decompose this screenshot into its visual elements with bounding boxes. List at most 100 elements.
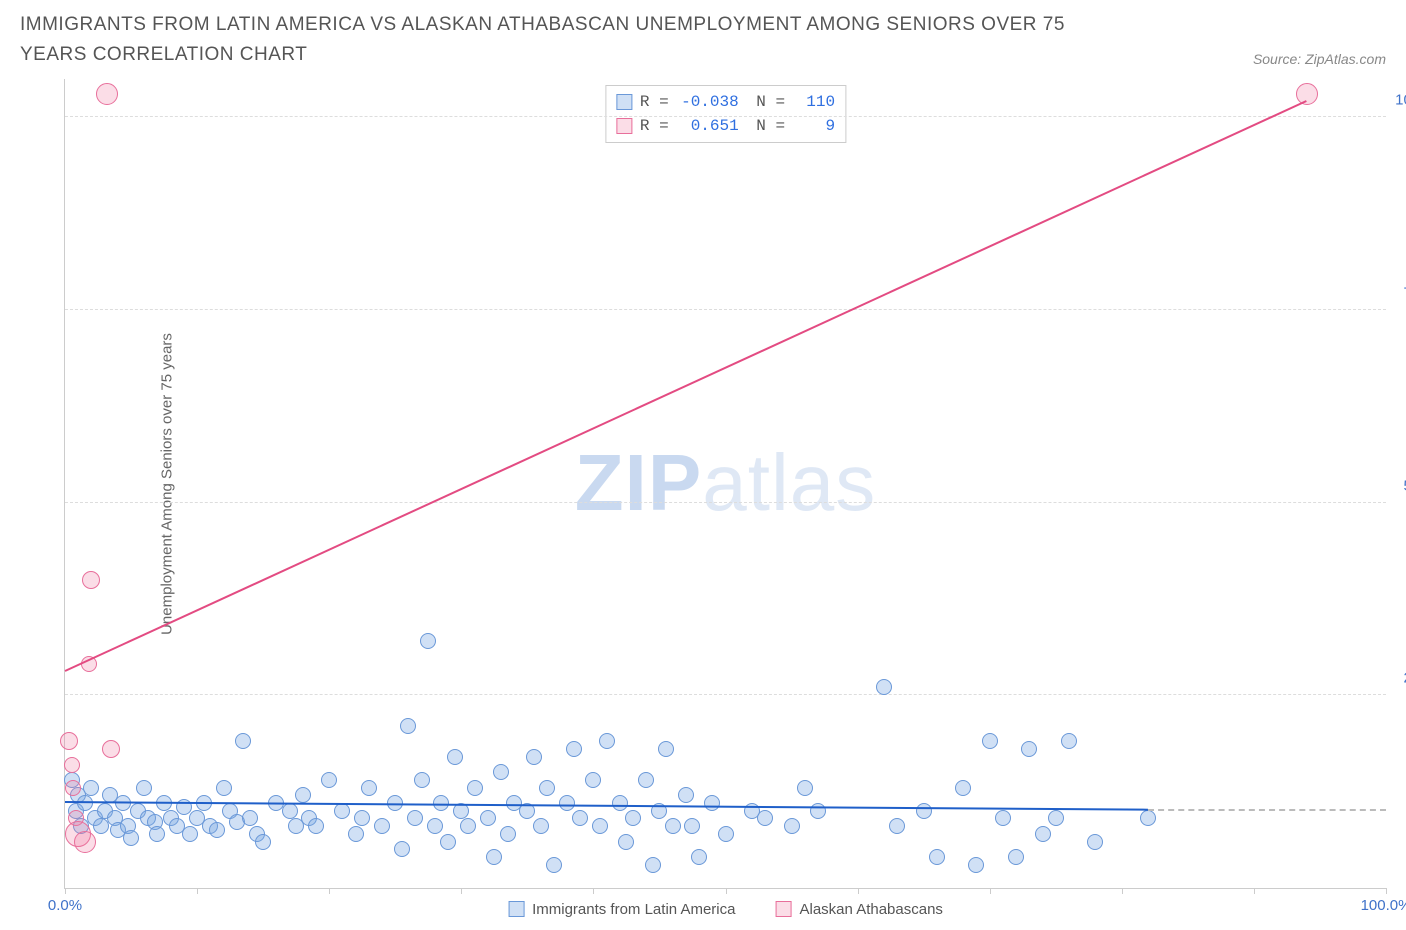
stat-n-label: N =	[747, 114, 785, 138]
data-point	[500, 826, 516, 842]
data-point	[1048, 810, 1064, 826]
data-point	[209, 822, 225, 838]
data-point	[216, 780, 232, 796]
series-swatch	[616, 118, 632, 134]
data-point	[916, 803, 932, 819]
legend: Immigrants from Latin America Alaskan Ath…	[508, 901, 943, 918]
data-point	[876, 679, 892, 695]
data-point	[638, 772, 654, 788]
series-swatch	[616, 94, 632, 110]
data-point	[361, 780, 377, 796]
x-tick	[461, 888, 462, 894]
data-point	[467, 780, 483, 796]
data-point	[60, 732, 78, 750]
stats-row: R =-0.038 N =110	[616, 90, 835, 114]
stat-r-value: -0.038	[677, 90, 739, 114]
data-point	[400, 718, 416, 734]
watermark: ZIPatlas	[575, 437, 876, 529]
data-point	[255, 834, 271, 850]
legend-item: Immigrants from Latin America	[508, 901, 735, 918]
data-point	[691, 849, 707, 865]
data-point	[440, 834, 456, 850]
data-point	[995, 810, 1011, 826]
data-point	[374, 818, 390, 834]
data-point	[559, 795, 575, 811]
x-tick	[990, 888, 991, 894]
x-tick	[726, 888, 727, 894]
legend-label: Immigrants from Latin America	[532, 901, 735, 918]
chart-title: IMMIGRANTS FROM LATIN AMERICA VS ALASKAN…	[20, 10, 1120, 71]
data-point	[572, 810, 588, 826]
data-point	[612, 795, 628, 811]
data-point	[308, 818, 324, 834]
data-point	[460, 818, 476, 834]
legend-swatch	[775, 901, 791, 917]
data-point	[348, 826, 364, 842]
data-point	[658, 741, 674, 757]
data-point	[784, 818, 800, 834]
data-point	[334, 803, 350, 819]
data-point	[447, 749, 463, 765]
x-tick	[65, 888, 66, 894]
data-point	[242, 810, 258, 826]
data-point	[96, 83, 118, 105]
data-point	[480, 810, 496, 826]
data-point	[618, 834, 634, 850]
data-point	[486, 849, 502, 865]
data-point	[295, 787, 311, 803]
data-point	[321, 772, 337, 788]
data-point	[929, 849, 945, 865]
data-point	[354, 810, 370, 826]
data-point	[493, 764, 509, 780]
data-point	[414, 772, 430, 788]
x-tick	[858, 888, 859, 894]
data-point	[102, 740, 120, 758]
data-point	[74, 831, 96, 853]
gridline	[65, 502, 1386, 503]
data-point	[149, 826, 165, 842]
data-point	[546, 857, 562, 873]
data-point	[810, 803, 826, 819]
x-tick	[1122, 888, 1123, 894]
stat-n-value: 110	[793, 90, 835, 114]
data-point	[718, 826, 734, 842]
data-point	[394, 841, 410, 857]
data-point	[645, 857, 661, 873]
stat-n-value: 9	[793, 114, 835, 138]
legend-label: Alaskan Athabascans	[799, 901, 942, 918]
gridline	[65, 116, 1386, 117]
data-point	[82, 571, 100, 589]
stat-r-value: 0.651	[677, 114, 739, 138]
data-point	[93, 818, 109, 834]
gridline	[65, 309, 1386, 310]
data-point	[539, 780, 555, 796]
stat-n-label: N =	[747, 90, 785, 114]
gridline	[65, 694, 1386, 695]
regression-extension	[1148, 809, 1386, 811]
data-point	[704, 795, 720, 811]
y-tick-label: 100.0%	[1395, 92, 1406, 109]
data-point	[420, 633, 436, 649]
data-point	[599, 733, 615, 749]
data-point	[982, 733, 998, 749]
data-point	[797, 780, 813, 796]
data-point	[282, 803, 298, 819]
data-point	[1035, 826, 1051, 842]
data-point	[83, 780, 99, 796]
data-point	[427, 818, 443, 834]
x-tick-label: 100.0%	[1361, 897, 1406, 914]
data-point	[136, 780, 152, 796]
data-point	[955, 780, 971, 796]
legend-swatch	[508, 901, 524, 917]
data-point	[665, 818, 681, 834]
data-point	[1140, 810, 1156, 826]
data-point	[1087, 834, 1103, 850]
data-point	[757, 810, 773, 826]
data-point	[526, 749, 542, 765]
x-tick	[1254, 888, 1255, 894]
x-tick	[1386, 888, 1387, 894]
data-point	[592, 818, 608, 834]
chart-container: Unemployment Among Seniors over 75 years…	[20, 79, 1386, 889]
data-point	[182, 826, 198, 842]
regression-line	[65, 100, 1308, 672]
